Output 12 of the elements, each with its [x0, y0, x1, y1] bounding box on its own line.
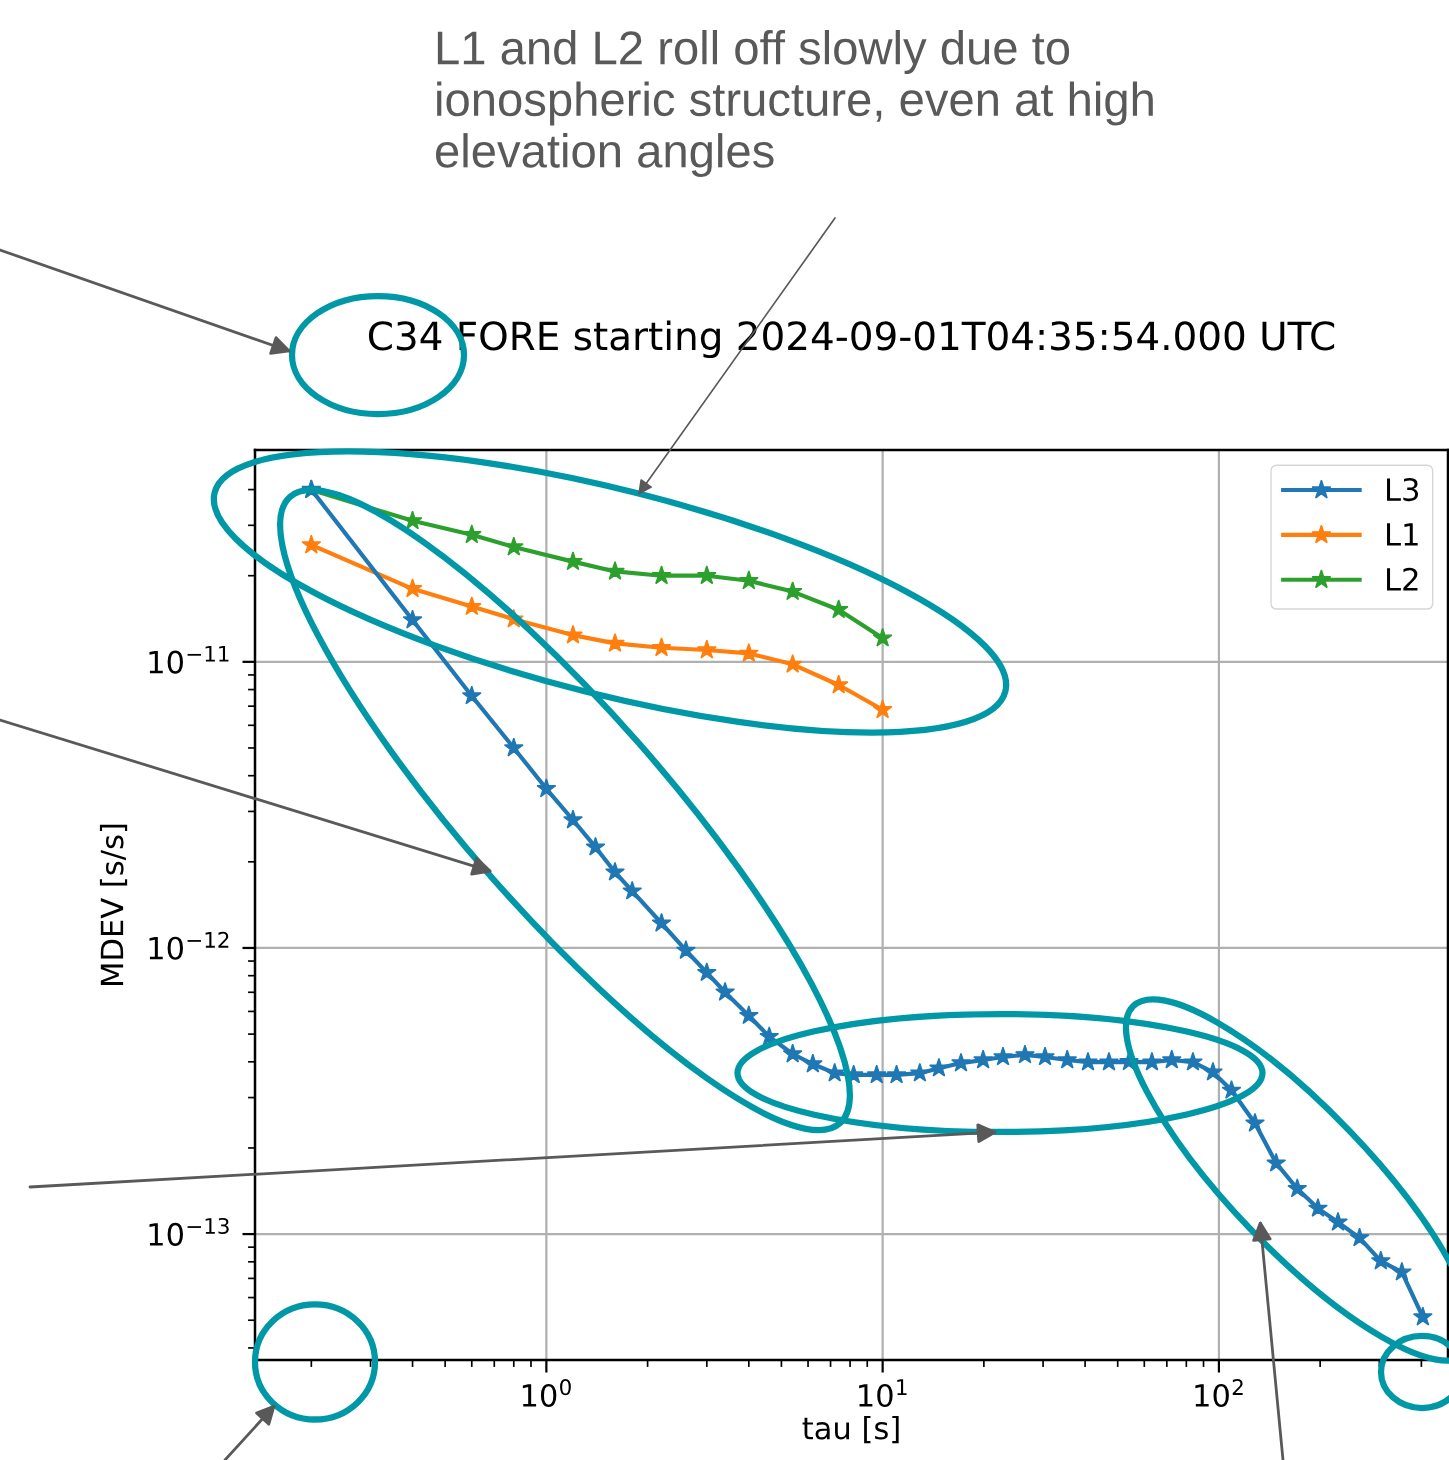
y-tick-label: 10$^{−12}$: [149, 931, 229, 960]
y-tick-label: 10$^{−13}$: [149, 1217, 229, 1246]
legend-label: L3: [1387, 478, 1419, 502]
legend-label: L2: [1387, 567, 1418, 591]
y-axis-title: MDEV [s/s]: [99, 824, 128, 985]
x-axis-title: tau [s]: [802, 1415, 899, 1444]
x-tick-label: 10$^{0}$: [522, 1379, 571, 1408]
text: L1 and L2 roll off slowly due to ionospheric structure, even at high elevation angles: [436, 30, 1153, 178]
legend-label: L1: [1387, 523, 1418, 546]
x-tick-label: 10$^{2}$: [1195, 1379, 1243, 1408]
x-tick-label: 10$^{1}$: [859, 1379, 907, 1408]
y-tick-label: 10$^{−11}$: [149, 645, 229, 674]
